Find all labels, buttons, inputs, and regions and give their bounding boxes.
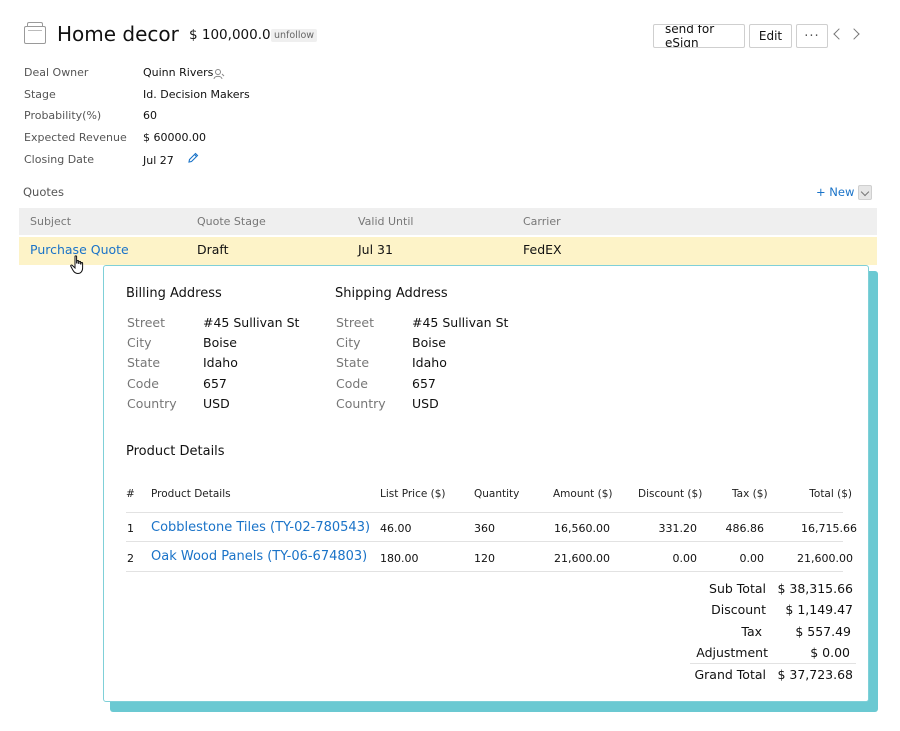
- product-link[interactable]: Oak Wood Panels (TY-06-674803): [151, 549, 368, 564]
- hand-cursor-icon: [70, 255, 84, 275]
- shipping-value: Boise: [412, 335, 446, 350]
- product-link[interactable]: Cobblestone Tiles (TY-02-780543): [151, 520, 371, 535]
- divider: [126, 512, 843, 513]
- previous-record-icon[interactable]: [833, 28, 845, 40]
- next-record-icon[interactable]: [848, 28, 860, 40]
- subtotal-value: $ 38,315.66: [777, 581, 853, 596]
- shipping-address-title: Shipping Address: [335, 286, 448, 301]
- field-value-closing-date: Jul 27: [143, 154, 174, 167]
- product-tax: 486.86: [725, 522, 765, 535]
- billing-address-title: Billing Address: [126, 286, 222, 301]
- field-value-deal-owner: Quinn Rivers: [143, 66, 214, 79]
- product-total: 16,715.66: [801, 522, 857, 535]
- billing-label: Country: [127, 396, 177, 411]
- send-for-esign-button[interactable]: send for eSign: [653, 24, 745, 48]
- divider: [126, 571, 843, 572]
- quotes-section-title: Quotes: [23, 185, 64, 199]
- product-discount: 331.20: [658, 522, 698, 535]
- product-quantity: 120: [474, 552, 495, 565]
- shipping-label: State: [336, 355, 370, 370]
- shipping-value: #45 Sullivan St: [412, 315, 509, 330]
- billing-label: State: [127, 355, 161, 370]
- field-label-expected-revenue: Expected Revenue: [24, 131, 127, 144]
- quote-stage-cell: Draft: [197, 242, 229, 257]
- column-header-tax: Tax ($): [732, 488, 768, 500]
- more-actions-button[interactable]: ···: [796, 24, 828, 48]
- column-header-quote-stage: Quote Stage: [197, 215, 266, 228]
- billing-value: Boise: [203, 335, 237, 350]
- column-header-number: #: [126, 488, 135, 500]
- column-header-list-price: List Price ($): [380, 488, 446, 500]
- billing-value: 657: [203, 376, 227, 391]
- product-quantity: 360: [474, 522, 495, 535]
- billing-value: Idaho: [203, 355, 238, 370]
- quote-carrier-cell: FedEX: [523, 242, 562, 257]
- column-header-valid-until: Valid Until: [358, 215, 414, 228]
- shipping-value: Idaho: [412, 355, 447, 370]
- adjustment-label: Adjustment: [696, 645, 768, 660]
- product-number: 1: [127, 522, 134, 535]
- divider: [690, 663, 856, 664]
- deal-icon: [24, 22, 46, 44]
- grand-total-value: $ 37,723.68: [777, 667, 853, 682]
- shipping-label: Country: [336, 396, 386, 411]
- quotes-table-header: [19, 208, 877, 235]
- product-details-title: Product Details: [126, 444, 225, 459]
- quote-preview-popover: [103, 265, 869, 702]
- field-label-stage: Stage: [24, 88, 56, 101]
- shipping-value: 657: [412, 376, 436, 391]
- product-amount: 21,600.00: [554, 552, 610, 565]
- field-label-deal-owner: Deal Owner: [24, 66, 89, 79]
- column-header-discount: Discount ($): [638, 488, 703, 500]
- shipping-value: USD: [412, 396, 439, 411]
- adjustment-value: $ 0.00: [810, 645, 850, 660]
- billing-label: Code: [127, 376, 160, 391]
- billing-value: #45 Sullivan St: [203, 315, 300, 330]
- field-value-expected-revenue: $ 60000.00: [143, 131, 206, 144]
- column-header-amount: Amount ($): [553, 488, 613, 500]
- product-tax: 0.00: [739, 552, 765, 565]
- tax-label: Tax: [741, 624, 762, 639]
- new-quote-dropdown[interactable]: [858, 185, 872, 200]
- tax-value: $ 557.49: [795, 624, 851, 639]
- column-header-carrier: Carrier: [523, 215, 561, 228]
- shipping-label: City: [336, 335, 361, 350]
- column-header-total: Total ($): [809, 488, 852, 500]
- billing-label: Street: [127, 315, 165, 330]
- change-owner-icon[interactable]: [213, 68, 225, 80]
- shipping-label: Code: [336, 376, 369, 391]
- product-amount: 16,560.00: [554, 522, 610, 535]
- field-value-probability: 60: [143, 109, 157, 122]
- shipping-label: Street: [336, 315, 374, 330]
- column-header-subject: Subject: [30, 215, 72, 228]
- column-header-product-details: Product Details: [151, 488, 231, 500]
- edit-closing-date-icon[interactable]: [187, 152, 199, 164]
- quote-subject-link[interactable]: Purchase Quote: [30, 242, 129, 257]
- page-title: Home decor: [57, 22, 179, 46]
- quote-valid-until-cell: Jul 31: [358, 242, 393, 257]
- unfollow-button[interactable]: unfollow: [271, 29, 318, 42]
- table-row[interactable]: [19, 237, 877, 265]
- product-discount: 0.00: [672, 552, 698, 565]
- product-total: 21,600.00: [797, 552, 853, 565]
- billing-value: USD: [203, 396, 230, 411]
- field-label-closing-date: Closing Date: [24, 153, 94, 166]
- edit-button[interactable]: Edit: [749, 24, 792, 48]
- field-label-probability: Probability(%): [24, 109, 102, 122]
- subtotal-label: Sub Total: [709, 581, 766, 596]
- discount-value: $ 1,149.47: [785, 602, 853, 617]
- product-list-price: 46.00: [380, 522, 412, 535]
- product-list-price: 180.00: [380, 552, 419, 565]
- deal-amount: $ 100,000.00: [189, 27, 271, 43]
- divider: [126, 541, 843, 542]
- discount-label: Discount: [711, 602, 766, 617]
- grand-total-label: Grand Total: [694, 667, 766, 682]
- column-header-quantity: Quantity: [474, 488, 520, 500]
- product-number: 2: [127, 552, 134, 565]
- field-value-stage: Id. Decision Makers: [143, 88, 250, 101]
- new-quote-link[interactable]: + New: [816, 185, 855, 199]
- billing-label: City: [127, 335, 152, 350]
